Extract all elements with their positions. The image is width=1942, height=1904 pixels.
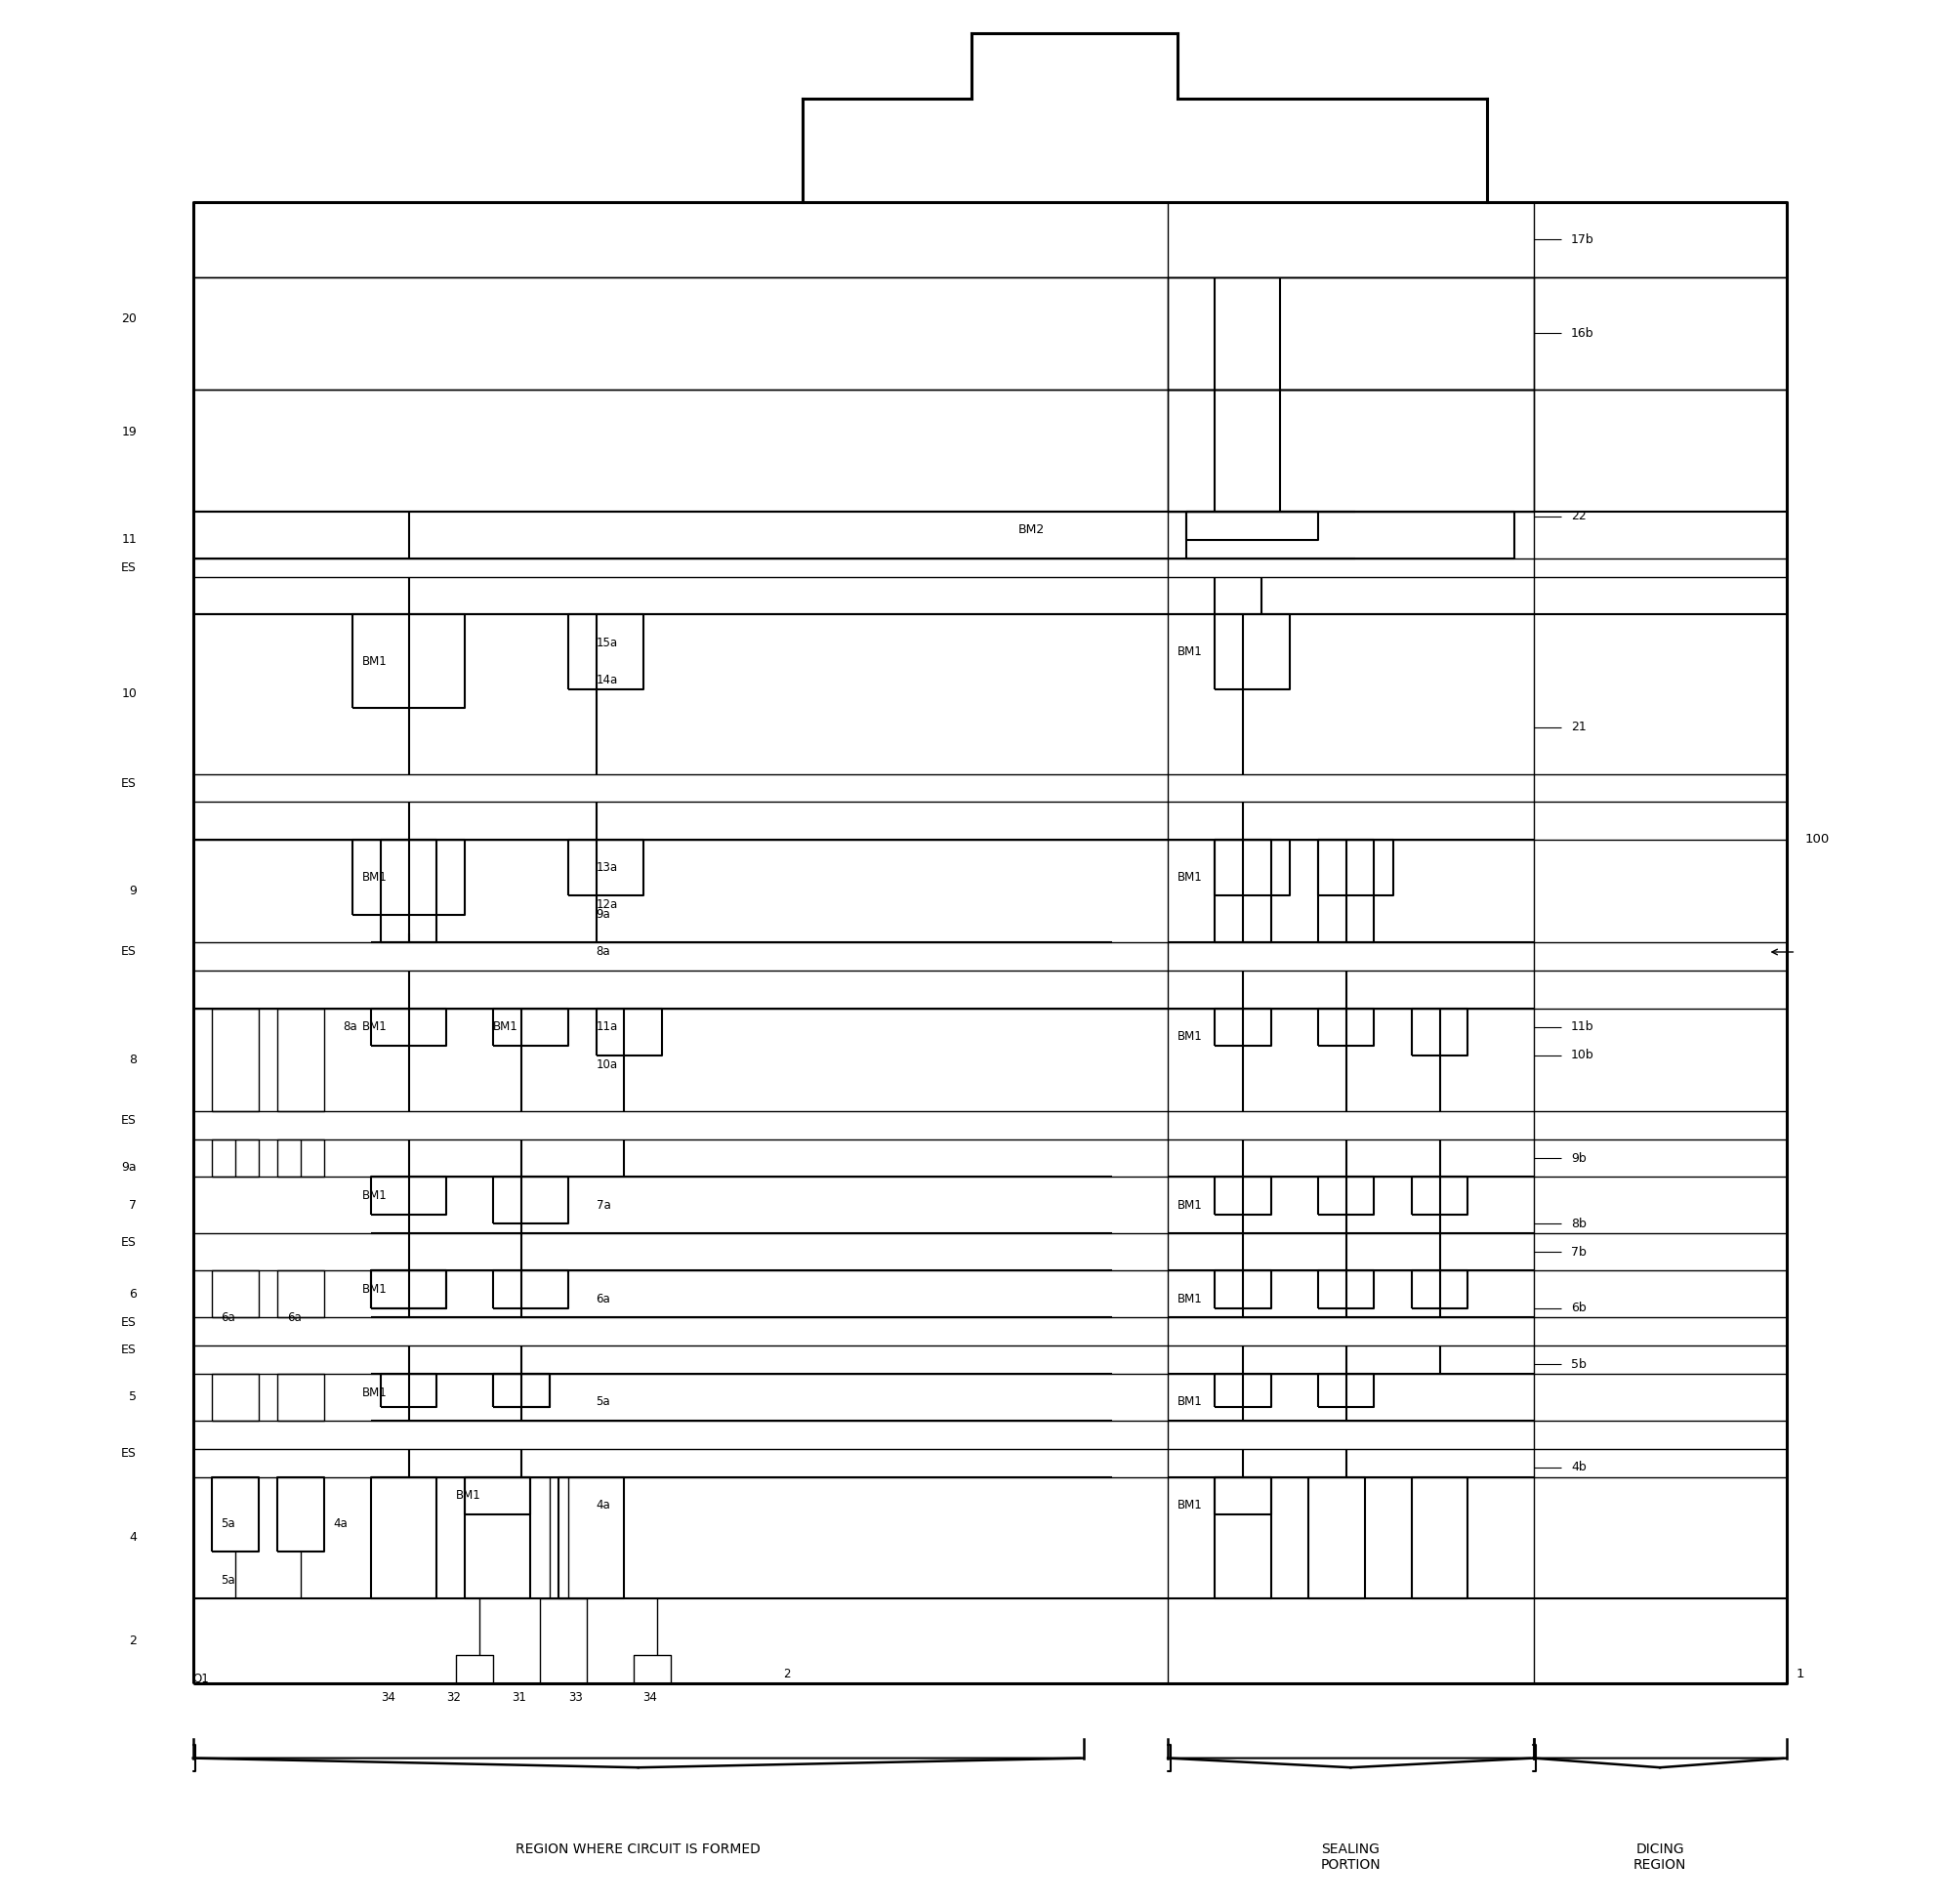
Text: BM1: BM1 bbox=[361, 1386, 386, 1399]
Text: 9: 9 bbox=[128, 885, 136, 897]
Text: 16b: 16b bbox=[1571, 327, 1594, 339]
Text: 13a: 13a bbox=[596, 861, 618, 874]
Text: ES: ES bbox=[120, 1316, 136, 1329]
Text: 10b: 10b bbox=[1571, 1049, 1594, 1061]
Text: 5a: 5a bbox=[596, 1396, 610, 1409]
Text: BM1: BM1 bbox=[1177, 1293, 1202, 1304]
Text: BM1: BM1 bbox=[1177, 1396, 1202, 1409]
Text: 11a: 11a bbox=[596, 1021, 618, 1034]
Text: BM1: BM1 bbox=[361, 655, 386, 668]
Text: 9a: 9a bbox=[122, 1161, 136, 1175]
Text: 11: 11 bbox=[122, 533, 136, 546]
Text: 14a: 14a bbox=[596, 674, 618, 687]
Text: 4b: 4b bbox=[1571, 1460, 1587, 1474]
Text: BM1: BM1 bbox=[493, 1021, 519, 1034]
Text: 9a: 9a bbox=[596, 908, 610, 922]
Text: BM1: BM1 bbox=[1177, 1200, 1202, 1211]
Text: 22: 22 bbox=[1571, 510, 1587, 522]
Text: BM1: BM1 bbox=[361, 1190, 386, 1201]
Text: 10: 10 bbox=[120, 687, 136, 701]
Text: 100: 100 bbox=[1806, 834, 1829, 845]
Text: 19: 19 bbox=[122, 425, 136, 438]
Text: 8: 8 bbox=[128, 1053, 136, 1066]
Text: 6a: 6a bbox=[287, 1312, 301, 1323]
Text: 7: 7 bbox=[128, 1200, 136, 1211]
Text: 1: 1 bbox=[1796, 1668, 1804, 1679]
Text: Q1: Q1 bbox=[192, 1672, 210, 1685]
Text: 4a: 4a bbox=[596, 1498, 610, 1512]
Text: 8b: 8b bbox=[1571, 1217, 1587, 1230]
Text: 2: 2 bbox=[128, 1636, 136, 1647]
Text: 6a: 6a bbox=[221, 1312, 235, 1323]
Text: DICING
REGION: DICING REGION bbox=[1633, 1843, 1686, 1872]
Text: 17b: 17b bbox=[1571, 234, 1594, 246]
Text: 5a: 5a bbox=[221, 1517, 235, 1531]
Text: 6b: 6b bbox=[1571, 1302, 1587, 1314]
Text: BM1: BM1 bbox=[361, 1021, 386, 1034]
Text: 21: 21 bbox=[1571, 722, 1587, 733]
Text: ES: ES bbox=[120, 1236, 136, 1249]
Text: 9b: 9b bbox=[1571, 1152, 1587, 1165]
Text: 4a: 4a bbox=[334, 1517, 348, 1531]
Text: 10a: 10a bbox=[596, 1059, 618, 1070]
Text: 8a: 8a bbox=[344, 1021, 357, 1034]
Text: 5b: 5b bbox=[1571, 1358, 1587, 1371]
Text: 4: 4 bbox=[128, 1531, 136, 1544]
Text: BM1: BM1 bbox=[456, 1489, 480, 1502]
Text: ES: ES bbox=[120, 1114, 136, 1127]
Text: 33: 33 bbox=[567, 1691, 583, 1704]
Text: ES: ES bbox=[120, 562, 136, 573]
Text: BM1: BM1 bbox=[1177, 645, 1202, 659]
Text: SEALING
PORTION: SEALING PORTION bbox=[1321, 1843, 1381, 1872]
Text: BM1: BM1 bbox=[1177, 870, 1202, 883]
Text: REGION WHERE CIRCUIT IS FORMED: REGION WHERE CIRCUIT IS FORMED bbox=[517, 1843, 761, 1856]
Text: BM1: BM1 bbox=[361, 1283, 386, 1297]
Text: 34: 34 bbox=[643, 1691, 658, 1704]
Text: BM1: BM1 bbox=[361, 870, 386, 883]
Text: 15a: 15a bbox=[596, 636, 618, 649]
Text: BM1: BM1 bbox=[1177, 1030, 1202, 1043]
Text: 20: 20 bbox=[120, 312, 136, 326]
Text: 32: 32 bbox=[447, 1691, 460, 1704]
Text: ES: ES bbox=[120, 946, 136, 958]
Text: 8a: 8a bbox=[596, 946, 610, 958]
Text: 7a: 7a bbox=[596, 1200, 610, 1211]
Text: 5: 5 bbox=[128, 1392, 136, 1403]
Text: 6a: 6a bbox=[596, 1293, 610, 1304]
Text: 11b: 11b bbox=[1571, 1021, 1594, 1034]
Text: 34: 34 bbox=[381, 1691, 394, 1704]
Text: 2: 2 bbox=[783, 1668, 790, 1679]
Text: ES: ES bbox=[120, 1447, 136, 1460]
Text: 31: 31 bbox=[511, 1691, 526, 1704]
Text: BM2: BM2 bbox=[1018, 524, 1045, 537]
Text: BM1: BM1 bbox=[1177, 1498, 1202, 1512]
Text: ES: ES bbox=[120, 1344, 136, 1358]
Text: 12a: 12a bbox=[596, 899, 618, 912]
Text: ES: ES bbox=[120, 777, 136, 790]
Text: 6: 6 bbox=[128, 1287, 136, 1300]
Text: 7b: 7b bbox=[1571, 1245, 1587, 1259]
Text: 5a: 5a bbox=[221, 1575, 235, 1586]
